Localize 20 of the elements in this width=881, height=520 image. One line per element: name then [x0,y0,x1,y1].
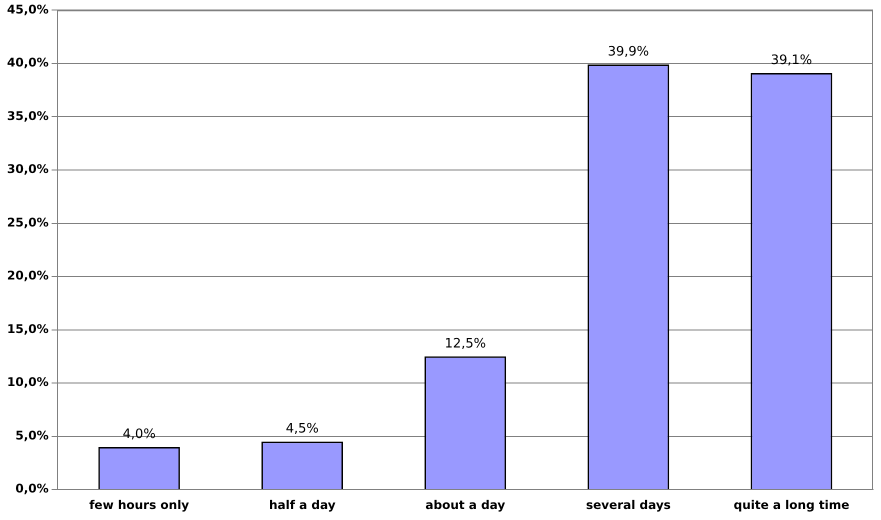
y-tick-label: 40,0% [6,56,49,70]
y-tick-label: 10,0% [6,375,49,390]
y-tick-label: 20,0% [6,268,49,283]
data-label: 4,0% [122,426,156,442]
x-tick-label: several days [586,498,671,512]
x-tick-label: about a day [425,498,506,512]
data-label: 39,9% [608,44,650,60]
y-tick-label: 0,0% [15,482,49,496]
y-tick-label: 5,0% [15,428,49,442]
x-tick-label: few hours only [89,498,190,512]
data-label: 39,1% [770,52,812,68]
y-tick-label: 30,0% [6,162,49,176]
y-tick-label: 45,0% [6,2,49,16]
y-tick-label: 15,0% [6,322,49,336]
y-tick-label: 25,0% [6,215,49,230]
x-tick-label: quite a long time [734,498,850,512]
data-label: 12,5% [444,336,486,352]
data-label: 4,5% [286,422,319,437]
y-tick-label: 35,0% [6,108,49,123]
x-tick-label: half a day [268,498,336,512]
